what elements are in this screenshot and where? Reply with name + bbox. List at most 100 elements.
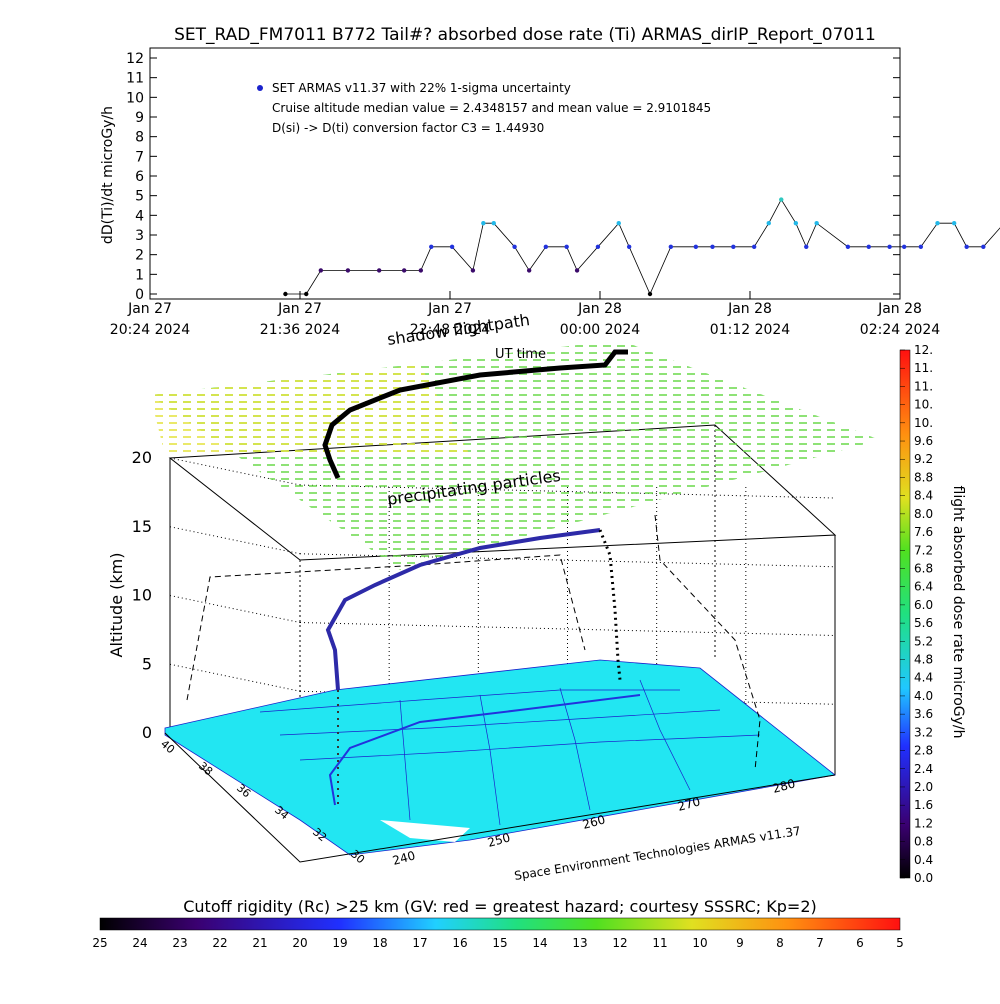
colorbar-tick-label: 6.8 <box>914 561 933 575</box>
legend-marker <box>257 85 263 91</box>
y-tick-label: 0 <box>135 287 144 303</box>
rigidity-tick-label: 16 <box>452 936 467 950</box>
colorbar-tick-label: 11. <box>914 361 933 375</box>
altitude-axis: 0 5 10 15 20 <box>132 448 152 742</box>
longitude-tick-label: 270 <box>676 794 702 813</box>
descent-track <box>598 529 622 681</box>
dose-rate-point <box>668 244 674 249</box>
rigidity-tick-label: 21 <box>252 936 267 950</box>
rigidity-tick-label: 11 <box>652 936 667 950</box>
rigidity-tick-label: 10 <box>692 936 707 950</box>
grid-line <box>169 526 301 555</box>
rigidity-tick-label: 13 <box>572 936 587 950</box>
ground-map-gap <box>380 820 470 842</box>
dose-rate-point <box>693 244 699 249</box>
dose-rate-point <box>345 268 351 273</box>
credit-label: Space Environment Technologies ARMAS v11… <box>513 824 801 883</box>
y-tick-label: 12 <box>126 51 144 67</box>
colorbar-tick-label: 1.2 <box>914 816 933 830</box>
ground-map <box>164 659 836 856</box>
scene-bottom-frame <box>164 732 836 863</box>
dose-rate-point <box>543 244 549 249</box>
dose-rate-point <box>512 244 517 249</box>
rigidity-tick-label: 20 <box>292 936 307 950</box>
colorbar-tick-label: 4.4 <box>914 671 933 685</box>
colorbar-tick-label: 4.0 <box>914 689 933 703</box>
altitude-tick-label: 5 <box>142 654 152 673</box>
longitude-tick-label: 250 <box>486 830 512 849</box>
colorbar-tick-label: 3.6 <box>914 707 933 721</box>
dose-rate-point <box>731 244 736 249</box>
dose-rate-point <box>626 244 632 249</box>
dose-rate-point <box>470 268 476 273</box>
rigidity-tick-label: 24 <box>132 936 147 950</box>
rigidity-tick-label: 7 <box>816 936 824 950</box>
rigidity-tick-label: 17 <box>412 936 427 950</box>
x-tick-label-time: 00:00 2024 <box>560 322 641 338</box>
rigidity-tick-label: 5 <box>896 936 904 950</box>
colorbar-tick-label: 8.0 <box>914 507 933 521</box>
x-tick-label-time: 01:12 2024 <box>710 322 791 338</box>
x-tick-label-date: Jan 28 <box>577 301 622 317</box>
dose-rate-point <box>283 291 288 297</box>
dose-rate-y-label: dD(Ti)/dt microGy/h <box>100 106 116 244</box>
dose-rate-point <box>401 268 407 273</box>
longitude-tick-label: 240 <box>391 848 417 867</box>
dose-rate-point <box>564 244 569 249</box>
colorbar-tick-label: 2.4 <box>914 762 933 776</box>
rigidity-tick-label: 12 <box>612 936 627 950</box>
dose-rate-point <box>418 268 424 273</box>
cutoff-rigidity-colorbar: Cutoff rigidity (Rc) >25 km (GV: red = g… <box>92 897 903 950</box>
dose-rate-point <box>710 244 715 249</box>
rigidity-tick-label: 6 <box>856 936 864 950</box>
longitude-axis: 240 250 260 270 280 <box>391 776 797 867</box>
dose-rate-point <box>779 197 784 202</box>
dose-rate-point <box>491 221 496 226</box>
y-tick-label: 8 <box>135 130 144 146</box>
colorbar-tick-label: 2.0 <box>914 780 933 794</box>
longitude-tick-label: 280 <box>771 776 797 795</box>
x-tick-label-date: Jan 27 <box>127 301 172 317</box>
dose-rate-point <box>935 221 940 226</box>
legend-cruise-stats: Cruise altitude median value = 2.4348157… <box>272 101 711 115</box>
dose-rate-point <box>574 268 580 273</box>
legend-entry: SET ARMAS v11.37 with 22% 1-sigma uncert… <box>272 81 571 95</box>
colorbar-tick-label: 0.0 <box>914 871 933 885</box>
dose-rate-point <box>901 244 907 249</box>
colorbar-tick-label: 6.0 <box>914 598 933 612</box>
dose-rate-point <box>887 244 892 249</box>
colorbar-tick-label: 6.4 <box>914 580 933 594</box>
dose-rate-colorbar-ticks: 0.0 0.4 0.8 1.2 1.6 2.0 2.4 2.8 3.2 3.6 4.0 4.4 4.8 5… <box>900 343 933 885</box>
dose-rate-point <box>845 244 851 249</box>
shadow-flightpath-line <box>322 349 628 480</box>
cutoff-rigidity-label: Cutoff rigidity (Rc) >25 km (GV: red = g… <box>183 897 817 916</box>
figure-title: SET_RAD_FM7011 B772 Tail#? absorbed dose… <box>174 25 876 45</box>
rigidity-tick-label: 9 <box>736 936 744 950</box>
dose-rate-point <box>804 244 809 249</box>
x-tick-label-time: 02:24 2024 <box>860 322 941 338</box>
dose-rate-point <box>918 244 924 249</box>
x-tick-label-date: Jan 27 <box>427 301 472 317</box>
rigidity-tick-label: 8 <box>776 936 784 950</box>
dose-rate-point <box>616 221 621 226</box>
dose-rate-point <box>647 291 653 297</box>
colorbar-tick-label: 0.8 <box>914 835 933 849</box>
grid-line <box>169 595 301 623</box>
altitude-tick-label: 20 <box>132 448 152 467</box>
map-boundary-line <box>399 699 411 821</box>
y-tick-label: 11 <box>126 71 144 87</box>
y-tick-label: 5 <box>135 189 144 205</box>
altitude-tick-label: 0 <box>142 723 152 742</box>
dose-rate-point <box>526 268 532 273</box>
colorbar-tick-label: 1.6 <box>914 798 933 812</box>
dose-rate-point <box>751 244 757 249</box>
legend-conversion-factor: D(si) -> D(ti) conversion factor C3 = 1.… <box>272 121 544 135</box>
ut-time-label: UT time <box>495 347 546 362</box>
y-tick-label: 2 <box>135 248 144 264</box>
rigidity-tick-label: 18 <box>372 936 387 950</box>
dose-rate-colorbar: 0.0 0.4 0.8 1.2 1.6 2.0 2.4 2.8 3.2 3.6 4.0 4.4 4.8 5… <box>899 343 966 885</box>
